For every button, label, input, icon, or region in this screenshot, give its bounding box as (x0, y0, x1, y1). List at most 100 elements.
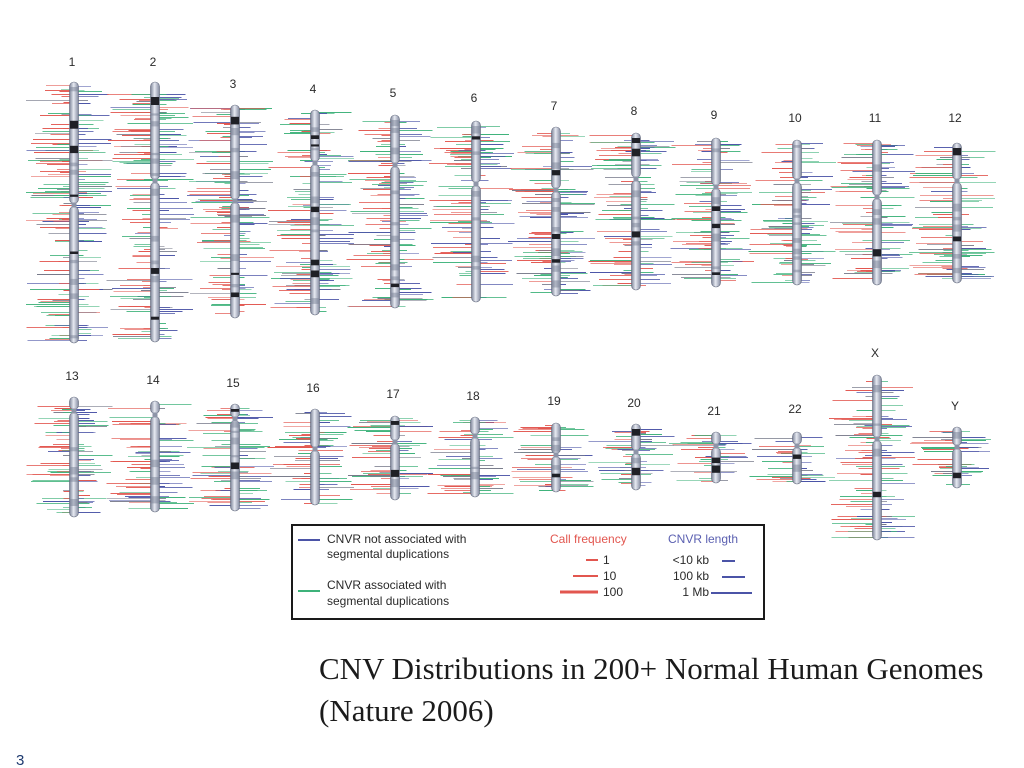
centromere (472, 433, 478, 439)
chromosome-label: 22 (788, 402, 802, 416)
chromosome-band-grey (472, 126, 480, 134)
chromosome-band-grey (873, 260, 881, 269)
centromere (633, 176, 639, 182)
chromosome-label: 5 (390, 86, 397, 100)
chromosome-band-dark (231, 116, 239, 125)
chromosome-band-grey (70, 477, 78, 482)
chromosome-14-ideogram (150, 400, 160, 513)
chromosome-band-grey (552, 437, 560, 441)
chromosome-band-dark (231, 462, 239, 470)
slide-caption: CNV Distributions in 200+ Normal Human G… (319, 648, 983, 732)
chromosome-label: 11 (869, 111, 882, 125)
chromosome-band-dark (793, 454, 801, 459)
chromosome-band-grey (552, 248, 560, 256)
chromosome-band-grey (231, 455, 239, 458)
chromosome-band-grey (873, 448, 881, 457)
chromosome-band-dark (231, 292, 239, 298)
chromosome-band-dark (70, 194, 78, 197)
chromosome-band-grey (391, 222, 399, 226)
chromosome-label: 15 (226, 376, 240, 390)
chromosome-15-ideogram (230, 403, 240, 512)
chromosome-label: 13 (65, 369, 79, 383)
chromosome-19-ideogram (551, 422, 561, 493)
chromosome-band-grey (873, 164, 881, 172)
chromosome-band-dark (391, 421, 399, 425)
chromosome-band-grey (391, 147, 399, 155)
chromosome-band-dark (151, 97, 159, 105)
chromosome-22-ideogram (792, 431, 802, 485)
chromosome-band-dark (391, 469, 399, 477)
chromosome-label: 6 (471, 91, 478, 105)
chromosome-16-ideogram (310, 408, 320, 506)
chromosome-q-arm (711, 447, 721, 484)
chromosome-band-grey (151, 121, 159, 127)
chromosome-band-grey (552, 198, 560, 202)
chromosome-13-ideogram (69, 396, 79, 518)
chromosome-band-grey (793, 256, 801, 260)
chromosome-label: 16 (306, 381, 320, 395)
chromosome-band-dark (70, 251, 78, 254)
chromosome-band-grey (793, 145, 801, 148)
chromosome-q-arm (792, 182, 802, 286)
chromosome-band-grey (471, 466, 479, 469)
chromosome-band-grey (151, 158, 159, 164)
chromosome-band-grey (712, 233, 720, 242)
centromere (553, 187, 559, 193)
chromosome-band-grey (552, 162, 560, 169)
chromosome-band-grey (391, 292, 399, 298)
chromosome-band-grey (151, 477, 159, 485)
centromere (232, 416, 238, 422)
chromosome-band-dark (552, 259, 560, 263)
chromosome-band-grey (311, 148, 319, 151)
centromere (71, 408, 77, 414)
chromosome-9-ideogram (711, 137, 721, 288)
chromosome-band-grey (552, 465, 560, 470)
chromosome-band-grey (472, 217, 480, 221)
chromosome-band-grey (151, 459, 159, 468)
chromosome-band-dark (712, 206, 720, 211)
chromosome-label: 2 (150, 55, 157, 69)
chromosome-label: 4 (310, 82, 317, 96)
chromosome-q-arm (471, 185, 481, 303)
chromosome-band-grey (793, 208, 801, 213)
chromosome-18-ideogram (470, 416, 480, 498)
chromosome-10-ideogram (792, 139, 802, 286)
chromosome-band-dark (873, 249, 881, 257)
chromosome-band-dark (231, 409, 239, 412)
cnvr-lines (25, 85, 996, 538)
chromosome-p-arm (150, 400, 160, 414)
chromosome-p-arm (631, 423, 641, 451)
chromosome-band-grey (151, 188, 159, 196)
chromosome-band-grey (472, 151, 480, 155)
chromosome-band-grey (391, 190, 399, 195)
chromosome-17-ideogram (390, 415, 400, 501)
chromosome-p-arm (711, 137, 721, 186)
chromosome-band-dark (311, 206, 319, 213)
chromosome-p-arm (310, 408, 320, 448)
centromere (954, 444, 960, 450)
chromosome-band-dark (151, 316, 159, 320)
chromosome-band-grey (391, 479, 399, 488)
legend-label-not-segdup-line1: CNVR not associated with (327, 532, 466, 546)
chromosome-band-grey (953, 267, 961, 274)
chromosome-label: 12 (948, 111, 962, 125)
chromosome-band-grey (471, 472, 479, 480)
legend-length-value-100kb: 100 kb (673, 569, 709, 583)
chromosome-band-grey (231, 284, 239, 288)
caption-source: (Nature 2006) (319, 693, 494, 728)
chromosome-band-grey (712, 197, 720, 204)
chromosome-label: 21 (707, 404, 721, 418)
chromosome-band-grey (632, 241, 640, 246)
chromosome-p-arm (792, 431, 802, 445)
caption-title: CNV Distributions in 200+ Normal Human G… (319, 651, 984, 686)
chromosome-band-grey (472, 191, 480, 197)
centromere (954, 178, 960, 184)
chromosome-band-grey (953, 203, 961, 212)
chromosome-band-grey (151, 276, 159, 283)
chromosome-band-dark (712, 272, 720, 275)
centromere (713, 443, 719, 449)
chromosome-3-ideogram (230, 104, 240, 319)
chromosome-band-grey (151, 173, 159, 176)
centromere (392, 162, 398, 168)
chromosome-band-grey (552, 280, 560, 288)
